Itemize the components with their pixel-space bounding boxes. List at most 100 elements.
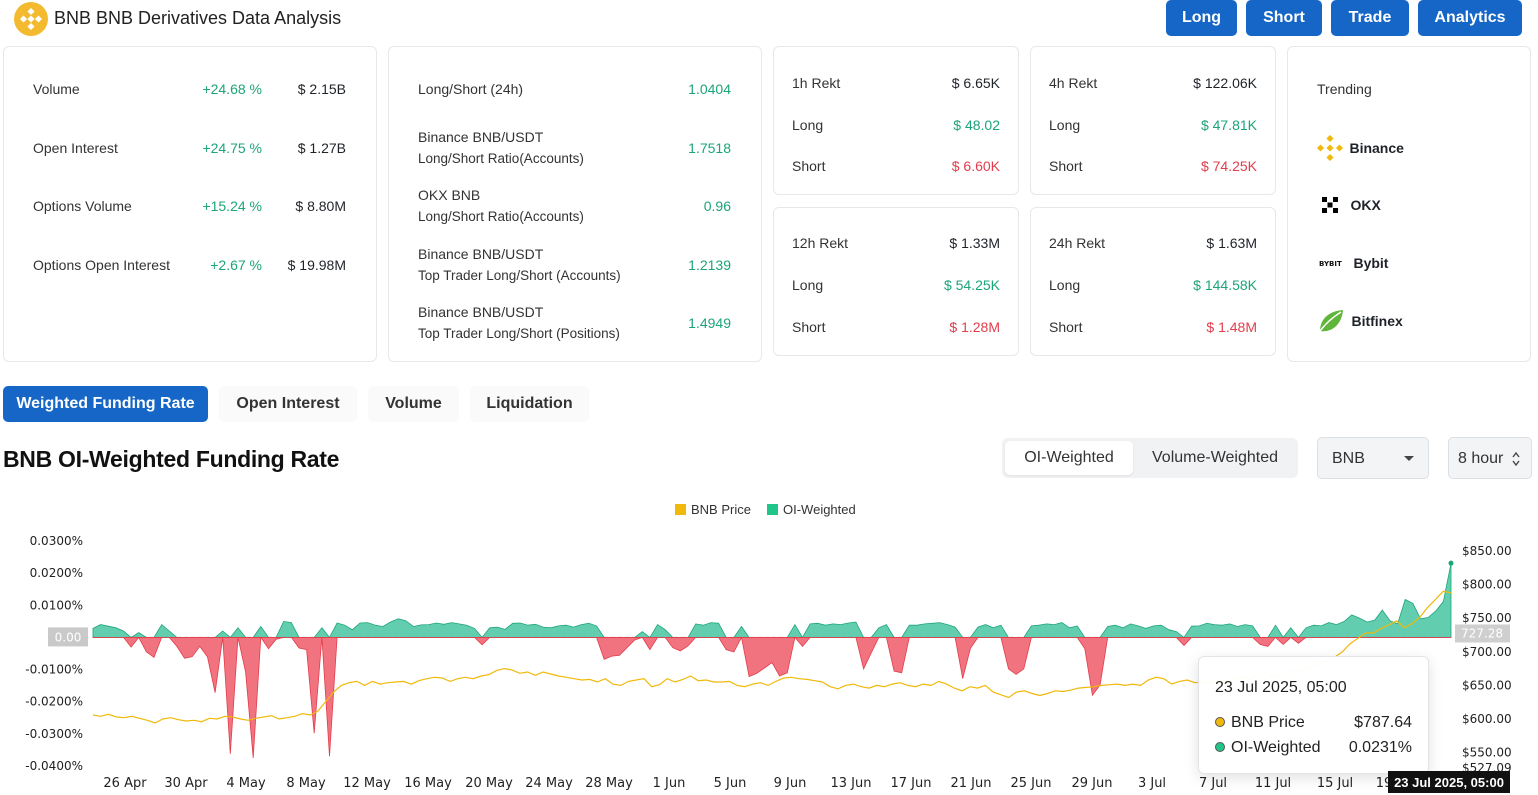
segment-oi-weighted[interactable]: OI-Weighted	[1005, 441, 1133, 475]
trending-item-bybit[interactable]: BYBIT Bybit	[1319, 254, 1388, 272]
rekt-long-value: $ 144.58K	[1193, 277, 1257, 293]
tooltip-value-price: $787.64	[1354, 714, 1412, 731]
coin-select-value: BNB	[1332, 450, 1365, 467]
tooltip-label: OI-Weighted	[1231, 739, 1321, 756]
x-tick-label: 11 Jul	[1255, 776, 1291, 791]
summary-change: +24.75 %	[202, 140, 262, 156]
ratio-label: OKX BNB Long/Short Ratio(Accounts)	[418, 187, 584, 224]
trending-item-label: Binance	[1349, 140, 1404, 156]
x-tick-label: 25 Jun	[1011, 776, 1052, 791]
rekt-title: 1h Rekt	[792, 75, 841, 91]
zero-badge	[48, 627, 88, 647]
y-left-tick-label: -0.0400%	[25, 759, 83, 773]
x-tick-label: 3 Jul	[1138, 776, 1166, 791]
y-right-tick-label: $800.00	[1462, 578, 1512, 592]
x-tick-label: 1 Jun	[653, 776, 686, 791]
rekt-short-label: Short	[792, 158, 826, 174]
page-header: BNB BNB Derivatives Data Analysis Long S…	[0, 0, 1538, 36]
x-tick-label: 7 Jul	[1199, 776, 1227, 791]
summary-label: Volume	[33, 81, 80, 97]
summary-value: $ 2.15B	[297, 81, 346, 97]
rekt-long-label: Long	[792, 277, 824, 293]
rekt-total: $ 6.65K	[951, 75, 1000, 91]
short-button[interactable]: Short	[1246, 0, 1322, 36]
x-tick-label: 20 May	[465, 776, 513, 791]
tooltip-row-oi: OI-Weighted	[1215, 739, 1321, 757]
rekt-total: $ 122.06K	[1193, 75, 1257, 91]
x-tick-label: 16 May	[404, 776, 452, 791]
tooltip-value-oi: 0.0231%	[1348, 739, 1412, 756]
y-right-tick-label: $850.00	[1462, 544, 1512, 558]
tab-weighted-funding-rate[interactable]: Weighted Funding Rate	[3, 386, 208, 422]
crosshair-x-label: 23 Jul 2025, 05:00	[1388, 771, 1510, 793]
x-tick-label: 4 May	[226, 776, 266, 791]
trending-item-label: Bitfinex	[1351, 313, 1403, 329]
y-right-tick-label: $550.00	[1462, 746, 1512, 760]
price-marker-badge	[1455, 624, 1510, 643]
bnb-logo-icon	[14, 2, 48, 36]
summary-value: $ 8.80M	[295, 198, 346, 214]
y-right-tick-label: $700.00	[1462, 645, 1512, 659]
chart-tooltip: 23 Jul 2025, 05:00 BNB Price $787.64 OI-…	[1198, 656, 1429, 774]
tab-open-interest[interactable]: Open Interest	[219, 386, 357, 422]
ratio-value: 1.2139	[688, 257, 731, 273]
price-marker-label: 727.28	[1461, 626, 1503, 640]
rekt-card-12h: 12h Rekt $ 1.33M Long $ 54.25K Short $ 1…	[773, 207, 1019, 356]
analytics-button[interactable]: Analytics	[1418, 0, 1522, 36]
rekt-short-label: Short	[1049, 319, 1083, 335]
x-tick-label: 21 Jun	[951, 776, 992, 791]
trending-item-label: OKX	[1350, 197, 1381, 213]
trending-item-bitfinex[interactable]: Bitfinex	[1317, 307, 1403, 335]
rekt-title: 24h Rekt	[1049, 235, 1106, 251]
interval-select[interactable]: 8 hour	[1448, 437, 1532, 479]
trade-button[interactable]: Trade	[1331, 0, 1409, 36]
y-left-tick-label: 0.0300%	[30, 534, 83, 548]
y-left-tick-label: -0.0100%	[25, 663, 83, 677]
rekt-long-value: $ 48.02	[953, 117, 1000, 133]
summary-label: Open Interest	[33, 140, 118, 156]
trending-item-okx[interactable]: OKX	[1320, 195, 1381, 215]
rekt-short-value: $ 6.60K	[951, 158, 1000, 174]
trending-card: Trending Binance OKX BYBIT Bybit	[1287, 46, 1531, 362]
segment-volume-weighted[interactable]: Volume-Weighted	[1152, 449, 1278, 466]
y-left-tick-label: 0.0100%	[30, 598, 83, 612]
summary-change: +15.24 %	[202, 198, 262, 214]
long-button[interactable]: Long	[1166, 0, 1237, 36]
legend-bnb-price[interactable]: BNB Price	[675, 502, 751, 517]
x-tick-label: 26 Apr	[103, 776, 147, 791]
ratio-value: 1.4949	[688, 315, 731, 331]
legend-label: BNB Price	[691, 502, 751, 517]
okx-icon	[1322, 197, 1338, 213]
tooltip-dot-oi	[1215, 742, 1225, 752]
y-left-tick-label: 0.00	[55, 630, 82, 644]
rekt-title: 4h Rekt	[1049, 75, 1098, 91]
y-left-tick-label: -0.0300%	[25, 727, 83, 741]
rekt-card-4h: 4h Rekt $ 122.06K Long $ 47.81K Short $ …	[1030, 46, 1276, 195]
tab-volume[interactable]: Volume	[368, 386, 459, 422]
y-right-tick-label: $600.00	[1462, 712, 1512, 726]
summary-value: $ 19.98M	[287, 257, 346, 273]
ratio-label: Binance BNB/USDT Top Trader Long/Short (P…	[418, 304, 620, 341]
summary-label: Options Open Interest	[33, 257, 170, 273]
x-tick-label: 17 Jun	[891, 776, 932, 791]
x-tick-label: 15 Jul	[1317, 776, 1353, 791]
ratio-card: Long/Short (24h) 1.0404 Binance BNB/USDT…	[388, 46, 762, 362]
updown-arrows-icon	[1512, 451, 1520, 467]
bybit-icon: BYBIT	[1319, 260, 1342, 268]
summary-label: Options Volume	[33, 198, 132, 214]
x-tick-label: 30 Apr	[164, 776, 208, 791]
oi-last-point	[1448, 560, 1454, 566]
x-tick-label: 28 May	[585, 776, 633, 791]
rekt-long-label: Long	[1049, 117, 1081, 133]
summary-card: Volume +24.68 % $ 2.15B Open Interest +2…	[3, 46, 377, 362]
coin-select[interactable]: BNB	[1317, 437, 1429, 479]
x-tick-label: 9 Jun	[774, 776, 807, 791]
rekt-title: 12h Rekt	[792, 235, 849, 251]
tab-liquidation[interactable]: Liquidation	[470, 386, 589, 422]
legend-swatch-price	[675, 504, 686, 515]
y-left-tick-label: 0.0200%	[30, 566, 83, 580]
legend-oi-weighted[interactable]: OI-Weighted	[767, 502, 856, 517]
trending-title: Trending	[1317, 81, 1372, 97]
x-tick-label: 24 May	[525, 776, 573, 791]
trending-item-binance[interactable]: Binance	[1316, 134, 1404, 162]
